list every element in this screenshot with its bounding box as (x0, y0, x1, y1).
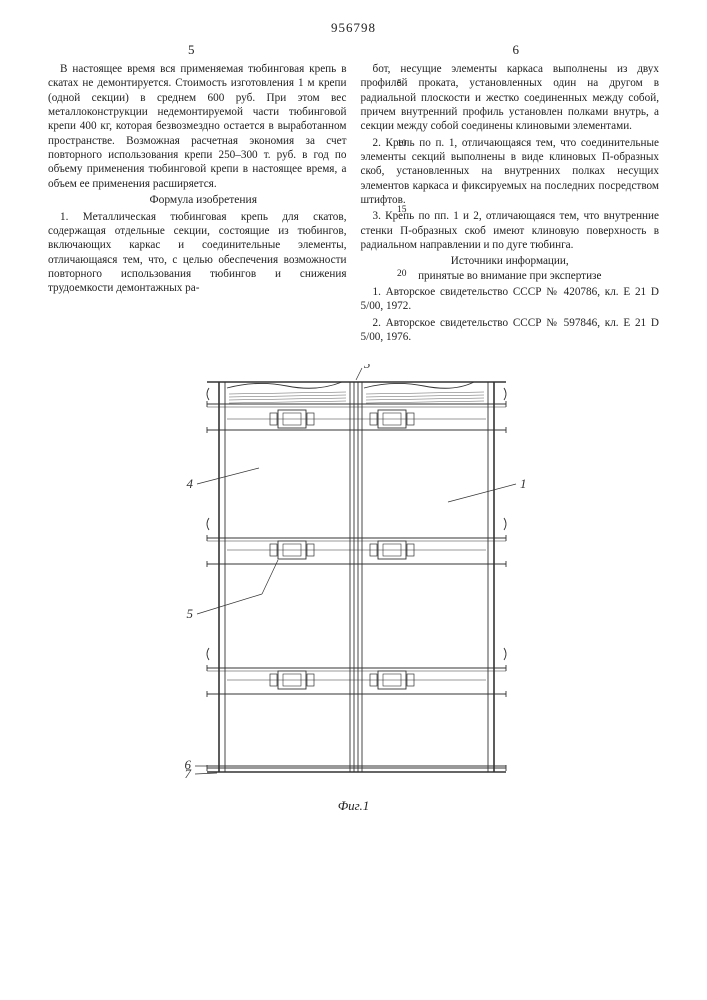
left-para1: В настоящее время вся применяемая тюбинг… (48, 62, 347, 191)
sources-heading: Источники информации, принятые во вниман… (361, 254, 660, 283)
claim-1: 1. Металлическая тюбинговая крепь для ск… (48, 210, 347, 296)
right-column: бот, несущие элементы каркаса выполнены … (361, 62, 660, 346)
svg-text:1: 1 (520, 476, 527, 491)
colnum-right: 6 (513, 42, 520, 58)
patent-page: 956798 5 6 В настоящее время вся применя… (0, 0, 707, 1000)
figure-caption: Фиг.1 (48, 798, 659, 814)
figure-svg: 341567 (174, 364, 534, 794)
claim-2: 2. Крепь по п. 1, отличающаяся тем, что … (361, 136, 660, 208)
colnum-left: 5 (188, 42, 195, 58)
right-para1: бот, несущие элементы каркаса выполнены … (361, 62, 660, 134)
formula-heading: Формула изобретения (48, 193, 347, 208)
source-1: 1. Авторское свидетельство СССР № 420786… (361, 285, 660, 314)
svg-text:7: 7 (184, 766, 191, 781)
doc-number: 956798 (48, 20, 659, 36)
column-numbers: 5 6 (48, 42, 659, 58)
figure-1: 341567 Фиг.1 (48, 364, 659, 814)
left-column: В настоящее время вся применяемая тюбинг… (48, 62, 347, 346)
text-columns: В настоящее время вся применяемая тюбинг… (48, 62, 659, 346)
svg-text:3: 3 (363, 364, 371, 371)
svg-text:4: 4 (186, 476, 193, 491)
source-2: 2. Авторское свидетельство СССР № 597846… (361, 316, 660, 345)
svg-text:5: 5 (186, 606, 193, 621)
claim-3: 3. Крепь по пп. 1 и 2, отличающаяся тем,… (361, 209, 660, 252)
